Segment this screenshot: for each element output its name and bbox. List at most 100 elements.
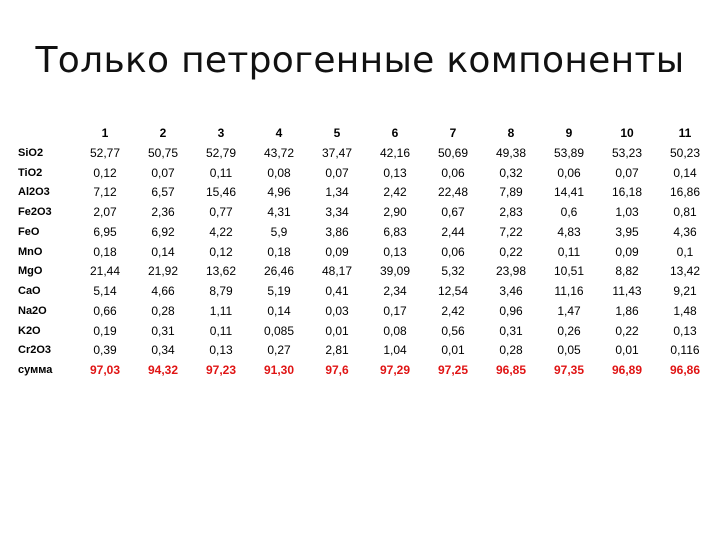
value-cell: 2,36 [151,205,175,219]
value-cell: 0,01 [441,343,465,358]
value-cell: 10,51 [553,264,585,279]
value-cell: 13,42 [669,264,701,279]
value-cell: 39,09 [379,264,411,279]
value-cell: 6,92 [151,224,175,239]
value-cell: 0,06 [557,165,581,180]
value-cell: 8,82 [615,264,639,279]
total-value-cell: 97,6 [325,363,349,377]
value-cell: 0,07 [615,165,639,180]
value-cell: 0,09 [325,244,349,259]
value-cell: 0,77 [209,205,233,219]
value-cell: 0,31 [499,323,523,338]
value-cell: 3,95 [615,224,639,239]
value-cell: 0,03 [325,303,349,318]
composition-table-wrapper: 1 2 3 4 5 6 7 8 9 10 11 SiO2 52,77 50,75 52… [14,124,714,381]
row-label: CaO [18,285,41,297]
table-row: K2O 0,19 0,31 0,11 0,085 0,01 0,08 0,56 0,31 0,26… [14,322,714,342]
value-cell: 0,13 [209,343,233,358]
table-body: SiO2 52,77 50,75 52,79 43,72 37,47 42,16 50,69 4… [14,144,714,381]
total-value-cell: 97,29 [379,363,411,377]
value-cell: 0,17 [383,303,407,318]
table-row: Cr2O3 0,39 0,34 0,13 0,27 2,81 1,04 0,01 0,28 0,0… [14,341,714,361]
table-row: FeO 6,95 6,92 4,22 5,9 3,86 6,83 2,44 7,22 4,83 3,… [14,223,714,243]
value-cell: 6,83 [383,224,407,239]
value-cell: 21,44 [89,264,121,279]
total-label: сумма [18,364,53,376]
value-cell: 21,92 [147,264,179,279]
value-cell: 0,31 [151,323,175,338]
column-header: 6 [391,126,399,140]
value-cell: 0,28 [151,303,175,318]
value-cell: 0,6 [560,205,578,219]
value-cell: 0,34 [151,343,175,358]
value-cell: 1,86 [615,303,639,318]
table-row: SiO2 52,77 50,75 52,79 43,72 37,47 42,16 50,69 4… [14,144,714,164]
row-label: Na2O [18,304,47,317]
value-cell: 16,18 [611,185,643,200]
value-cell: 0,01 [615,343,639,358]
row-label: Fe2O3 [18,206,52,218]
value-cell: 2,07 [93,205,117,219]
value-cell: 0,11 [209,323,233,338]
value-cell: 7,12 [93,185,117,200]
row-label: MgO [18,265,43,278]
value-cell: 0,13 [383,244,407,259]
table-row: MnO 0,18 0,14 0,12 0,18 0,09 0,13 0,06 0,22 0,11 0… [14,243,714,263]
table-row: Fe2O3 2,07 2,36 0,77 4,31 3,34 2,90 0,67 2,83 0,6… [14,203,714,223]
value-cell: 50,75 [147,145,179,160]
value-cell: 2,44 [441,224,465,239]
value-cell: 50,23 [669,145,701,160]
value-cell: 6,57 [151,185,175,200]
value-cell: 0,08 [267,165,291,180]
value-cell: 0,14 [267,303,291,318]
value-cell: 12,54 [437,284,469,298]
value-cell: 0,32 [499,165,523,180]
value-cell: 0,05 [557,343,581,358]
value-cell: 1,11 [209,303,233,318]
value-cell: 2,34 [383,284,407,298]
total-value-cell: 97,23 [205,363,237,377]
value-cell: 0,11 [557,244,581,259]
value-cell: 23,98 [495,264,527,279]
value-cell: 42,16 [379,145,411,160]
value-cell: 1,03 [615,205,639,219]
value-cell: 0,08 [383,323,407,338]
value-cell: 53,23 [611,145,643,160]
value-cell: 4,22 [209,224,233,239]
value-cell: 0,07 [151,165,175,180]
value-cell: 3,34 [325,205,349,219]
value-cell: 0,13 [673,323,697,338]
value-cell: 49,38 [495,145,527,160]
row-label: Cr2O3 [18,344,52,357]
row-label: K2O [18,324,41,337]
table-row: Na2O 0,66 0,28 1,11 0,14 0,03 0,17 2,42 0,96 1,47… [14,302,714,322]
row-label: SiO2 [18,146,44,159]
value-cell: 3,46 [499,284,523,298]
total-value-cell: 97,35 [553,363,585,377]
value-cell: 6,95 [93,224,117,239]
value-cell: 0,116 [670,343,700,358]
value-cell: 50,69 [437,145,469,160]
value-cell: 0,06 [441,244,465,259]
composition-table: 1 2 3 4 5 6 7 8 9 10 11 SiO2 52,77 50,75 52… [14,124,714,381]
value-cell: 7,89 [499,185,523,200]
value-cell: 11,16 [554,284,584,298]
column-header: 2 [159,126,167,140]
value-cell: 0,11 [209,165,233,180]
header-row: 1 2 3 4 5 6 7 8 9 10 11 [14,124,714,144]
value-cell: 0,41 [325,284,349,298]
row-label: TiO2 [18,166,43,179]
value-cell: 9,21 [673,284,697,298]
row-label: Al2O3 [18,186,50,199]
value-cell: 1,48 [673,303,697,318]
column-header: 1 [101,126,109,140]
total-value-cell: 96,86 [669,363,701,377]
value-cell: 5,32 [441,264,465,279]
value-cell: 0,06 [441,165,465,180]
value-cell: 43,72 [263,145,295,160]
value-cell: 0,56 [441,323,465,338]
total-value-cell: 96,85 [495,363,527,377]
value-cell: 5,14 [93,284,117,298]
value-cell: 0,18 [267,244,291,259]
value-cell: 2,90 [383,205,407,219]
